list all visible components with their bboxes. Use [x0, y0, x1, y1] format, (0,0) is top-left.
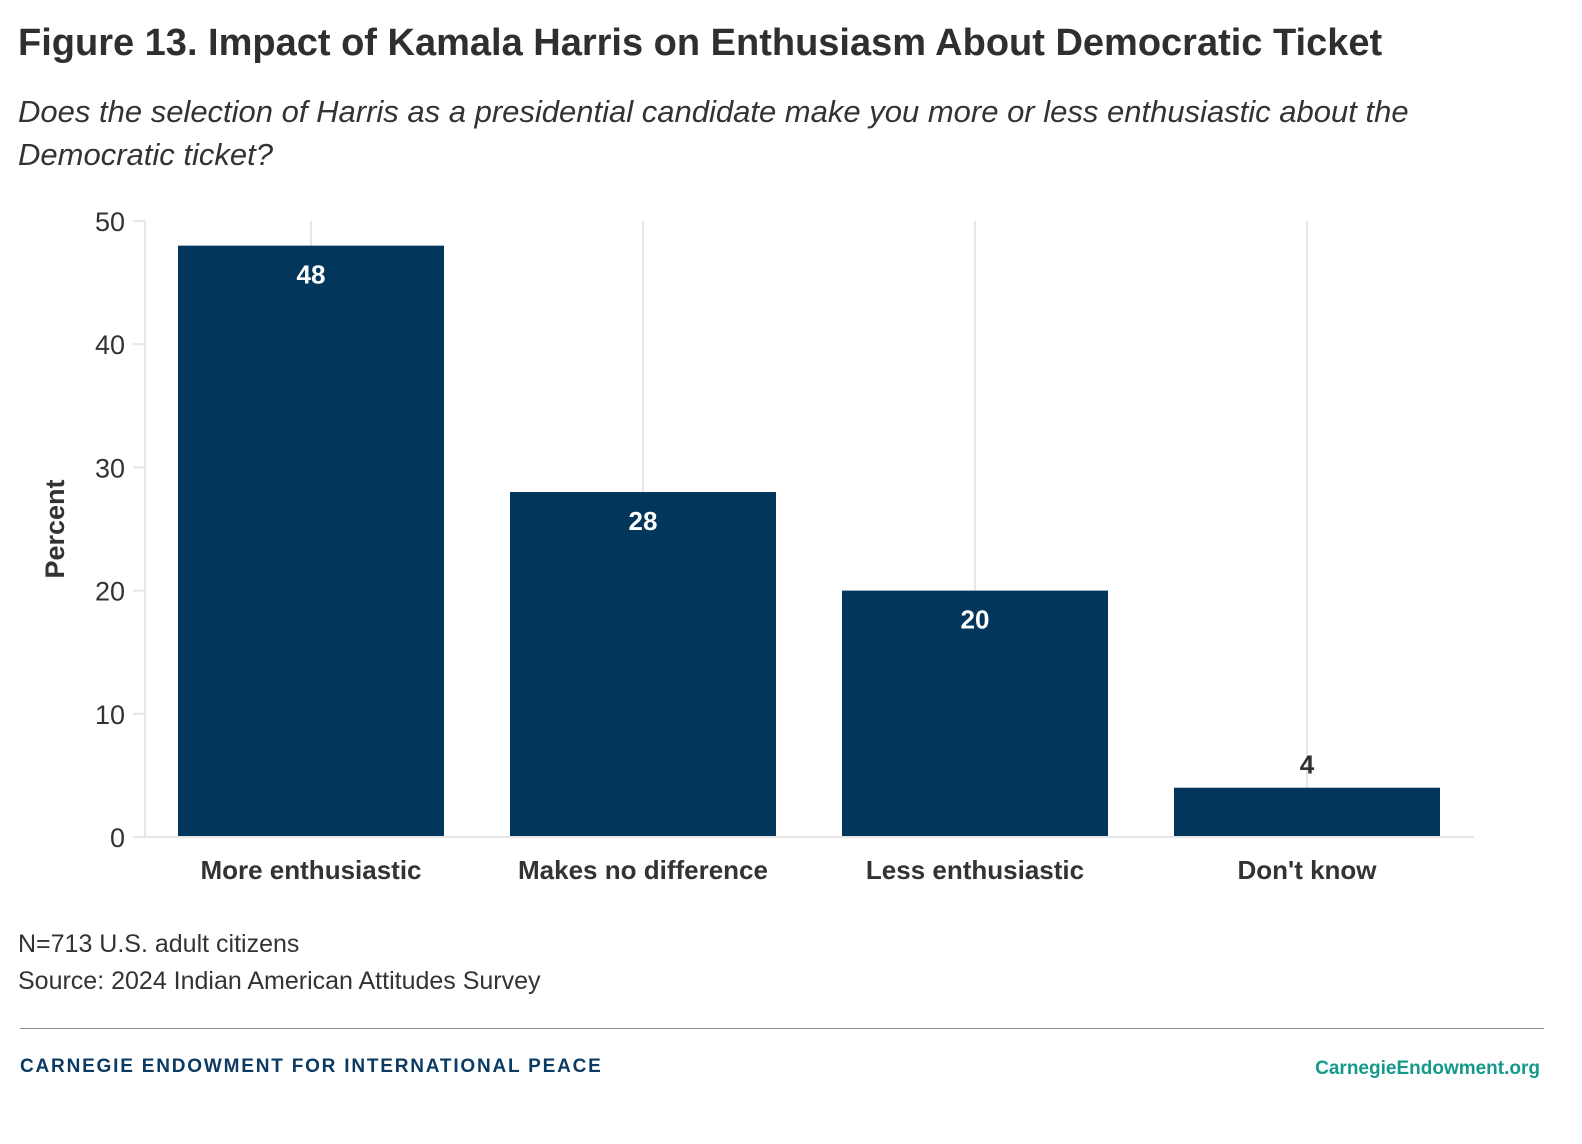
grid-lines: [310, 221, 1308, 837]
bar-value-label: 28: [629, 506, 658, 536]
bar-value-labels: 48 28 20 4: [297, 260, 1315, 780]
sample-note: N=713 U.S. adult citizens: [18, 930, 300, 958]
bar: [1174, 787, 1440, 837]
bar: [178, 245, 444, 837]
bar-value-label: 20: [961, 605, 990, 635]
y-tick-label: 20: [95, 577, 125, 607]
y-tick-label: 30: [95, 453, 125, 483]
chart-subtitle: Does the selection of Harris as a presid…: [18, 94, 1409, 172]
footer-organization: CARNEGIE ENDOWMENT FOR INTERNATIONAL PEA…: [20, 1056, 603, 1077]
x-tick-label: Makes no difference: [518, 855, 768, 885]
footer-url-link[interactable]: CarnegieEndowment.org: [1315, 1058, 1540, 1079]
bars: [178, 245, 1440, 837]
y-tick-label: 10: [95, 700, 125, 730]
bar-value-label: 4: [1300, 750, 1315, 780]
y-tick-label: 0: [110, 823, 125, 853]
bar-chart: 48 28 20 4 0 10 20 30 40 50 More enthusiastic Make…: [40, 207, 1474, 885]
x-tick-label: Less enthusiastic: [866, 855, 1084, 885]
bar-value-label: 48: [297, 260, 326, 290]
x-tick-label: Don't know: [1237, 855, 1377, 885]
axes: 0 10 20 30 40 50 More enthusiastic Makes no dif…: [95, 207, 1474, 885]
y-axis-title: Percent: [40, 479, 70, 578]
footer-divider: [20, 1028, 1544, 1029]
bar: [842, 590, 1108, 837]
x-tick-label: More enthusiastic: [200, 855, 421, 885]
source-note: Source: 2024 Indian American Attitudes S…: [18, 967, 541, 995]
y-tick-label: 40: [95, 330, 125, 360]
bar: [510, 492, 776, 837]
chart-title: Figure 13. Impact of Kamala Harris on En…: [18, 22, 1383, 64]
y-tick-label: 50: [95, 207, 125, 237]
